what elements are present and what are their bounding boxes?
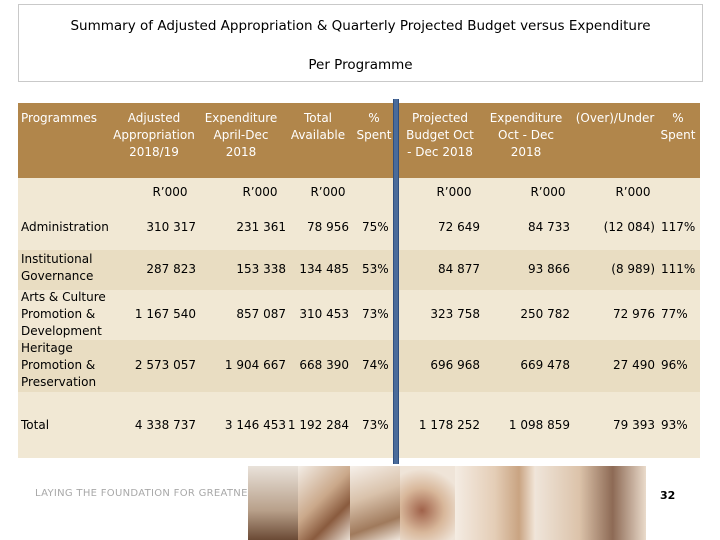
table-cell: 77% [661,307,688,321]
table-cell: 287 823 [146,262,196,276]
table-cell: 669 478 [520,358,570,372]
unit-label: R’000 [242,185,278,199]
table-cell: 1 178 252 [418,418,480,432]
table-cell: 84 877 [438,262,480,276]
page-number: 32 [660,489,676,502]
table-cell: 310 453 [299,307,349,321]
table-cell: 2 573 057 [134,358,196,372]
table-header [18,103,700,178]
table-cell: 93% [661,418,688,432]
header-pct-spent: % Spent [356,111,392,142]
title-box: Summary of Adjusted Appropriation & Quar… [18,4,703,82]
table-cell: 73% [362,307,389,321]
table-cell: 668 390 [299,358,349,372]
photo-image [400,466,455,540]
table-cell: 323 758 [430,307,480,321]
table-cell: 78 956 [307,220,349,234]
table-cell: 250 782 [520,307,570,321]
row-band [18,250,700,290]
photo-image [248,466,298,540]
table-cell: 84 733 [528,220,570,234]
slide-title: Summary of Adjusted Appropriation & Quar… [70,18,651,34]
programme-label: Administration [21,220,109,234]
table-cell: 111% [661,262,696,276]
table-cell: 72 649 [438,220,480,234]
header-projected-budget: Projected Budget Oct - Dec 2018 [406,111,474,159]
table-cell: 27 490 [613,358,655,372]
table-cell: 696 968 [430,358,480,372]
row-band [18,340,700,392]
programme-label: Heritage Promotion & Preservation [21,341,97,389]
programme-label: Institutional Governance [21,252,94,283]
photo-image [350,466,400,540]
header-total-available: Total Available [290,111,346,142]
table-cell: 1 904 667 [224,358,286,372]
table-cell: 93 866 [528,262,570,276]
table-cell: 857 087 [236,307,286,321]
programme-label: Total [21,418,50,432]
unit-label: R’000 [152,185,188,199]
photo-image [535,466,646,540]
header-adjusted-appropriation: Adjusted Appropriation 2018/19 [113,111,195,159]
table-cell: 74% [362,358,389,372]
unit-label: R’000 [615,185,651,199]
table-cell: 75% [362,220,389,234]
footer-tagline: LAYING THE FOUNDATION FOR GREATNESS [35,488,261,499]
unit-label: R’000 [530,185,566,199]
table-cell: 72 976 [613,307,655,321]
table-cell: 4 338 737 [134,418,196,432]
header-over-under: (Over)/Under [575,111,655,125]
header-programmes: Programmes [21,111,97,125]
table-cell: 153 338 [236,262,286,276]
table-cell: 1 167 540 [134,307,196,321]
table-cell: 310 317 [146,220,196,234]
table-cell: (12 084) [603,220,655,234]
table-cell: (8 989) [611,262,655,276]
table-cell: 73% [362,418,389,432]
table-cell: 53% [362,262,389,276]
table-cell: 96% [661,358,688,372]
table-cell: 134 485 [299,262,349,276]
table-cell: 1 098 859 [508,418,570,432]
unit-label: R’000 [436,185,472,199]
vertical-divider [393,99,399,464]
table-cell: 79 393 [613,418,655,432]
footer-photo-strip [248,466,646,540]
header-pct-spent-2: % Spent [660,111,696,142]
table-cell: 117% [661,220,696,234]
photo-image [455,466,535,540]
programme-label: Arts & Culture Promotion & Development [21,290,106,338]
photo-image [298,466,350,540]
unit-label: R’000 [310,185,346,199]
header-expenditure-apr-dec: Expenditure April-Dec 2018 [204,111,278,159]
slide-subtitle: Per Programme [308,57,413,73]
table-cell: 231 361 [236,220,286,234]
table-cell: 3 146 453 [224,418,286,432]
header-expenditure-oct-dec: Expenditure Oct - Dec 2018 [489,111,563,159]
table-cell: 1 192 284 [287,418,349,432]
